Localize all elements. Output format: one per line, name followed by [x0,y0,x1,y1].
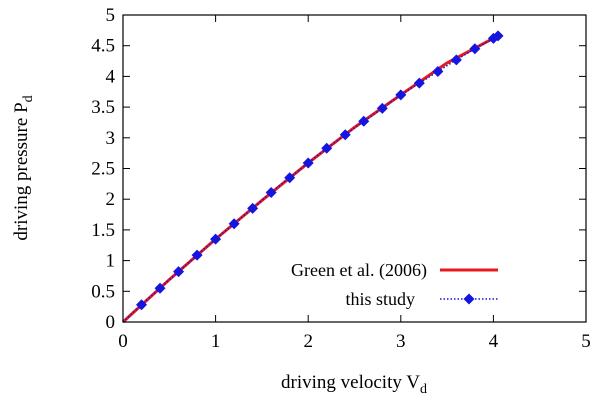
data-point-this-study [492,30,504,42]
y-axis-label-main: driving pressure P [11,102,32,240]
series-layer [121,30,504,324]
legend: Green et al. (2006) this study [291,260,498,309]
y-tick-label: 5 [106,5,116,26]
data-point-this-study [376,102,388,114]
x-axis-label: driving velocity Vd [281,372,427,397]
y-tick-label: 1.5 [91,220,115,241]
y-tick-label: 2 [106,189,116,210]
y-tick-label: 3.5 [91,97,115,118]
plot-frame [122,14,587,323]
y-tick-label: 4.5 [91,36,115,57]
data-point-this-study [395,89,407,101]
data-point-this-study [247,202,259,214]
data-point-this-study [154,282,166,294]
y-tick-label: 3 [106,128,116,149]
series-line-this-study [122,35,499,323]
y-tick-label: 4 [106,66,116,87]
y-tick-label: 0.5 [91,281,115,302]
data-point-this-study [450,54,462,66]
x-tick-label: 3 [396,331,406,352]
data-point-this-study [432,65,444,77]
data-point-this-study [265,186,277,198]
data-point-this-study [413,77,425,89]
y-tick-label: 0 [106,312,116,333]
data-point-this-study [469,43,481,55]
y-tick-label: 1 [106,251,116,272]
x-tick-label: 2 [303,331,313,352]
x-axis-label-main: driving velocity V [281,372,420,393]
data-point-this-study [173,266,185,278]
data-point-this-study [136,299,148,311]
legend-label-this-study: this study [345,289,415,309]
x-axis-label-subscript: d [420,382,427,397]
x-tick-label: 0 [118,331,128,352]
x-tick-label: 1 [211,331,221,352]
y-axis-label: driving pressure Pd [11,95,36,240]
data-point-this-study [321,142,333,154]
y-axis-label-subscript: d [21,95,36,102]
data-point-this-study [191,249,203,261]
data-point-this-study [210,233,222,245]
data-point-this-study [302,157,314,169]
tick-layer: 0 1 2 3 4 5 0 0.5 1 1.5 2 2.5 3 3.5 4 4.5 5 [91,5,591,352]
x-tick-label: 4 [489,331,499,352]
x-tick-label: 5 [581,331,591,352]
data-point-this-study [228,218,240,230]
y-tick-label: 2.5 [91,159,115,180]
legend-label-green: Green et al. (2006) [291,260,427,281]
data-point-this-study [358,115,370,127]
data-point-this-study [339,129,351,141]
data-point-this-study [284,172,296,184]
legend-diamond-marker [463,293,475,305]
